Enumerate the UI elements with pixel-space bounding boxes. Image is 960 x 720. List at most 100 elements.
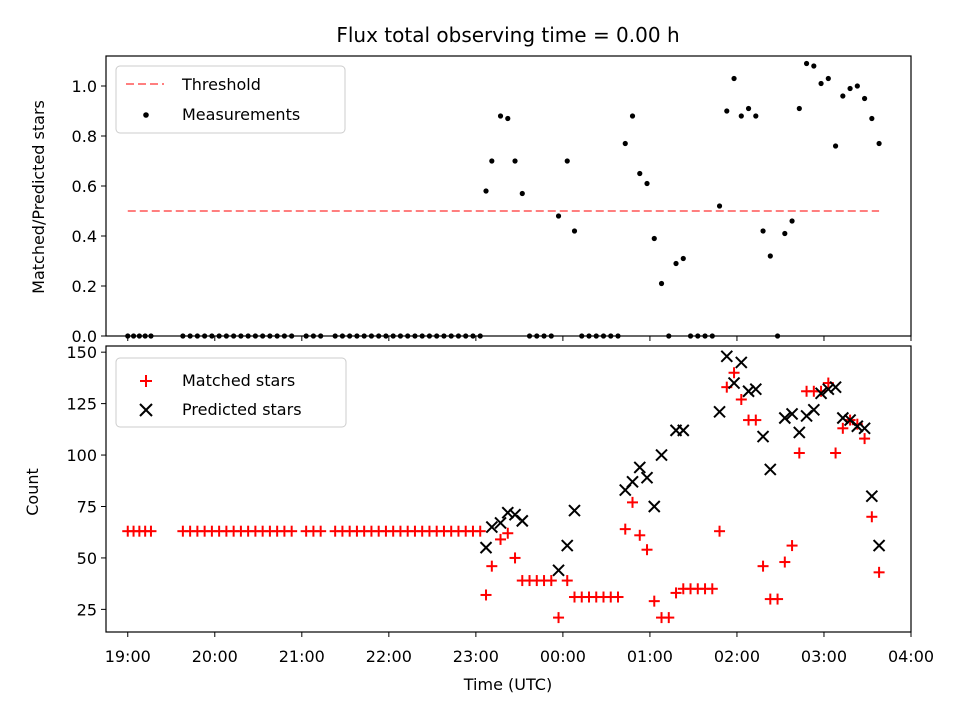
predicted-star-point [655, 448, 668, 462]
measurement-point [519, 190, 525, 197]
matched-star-point [757, 560, 769, 572]
x-axis-label: Time (UTC) [463, 675, 552, 694]
bottom-plot-area: 19:00 20:00 21:00 22:00 23:00 00:00 01:00 02:00… [66, 343, 934, 666]
predicted-star-point [720, 350, 733, 363]
x-tick-label: 23:00 [453, 647, 499, 666]
measurement-point [738, 113, 744, 119]
predicted-star-point [677, 424, 690, 437]
matched-star-point [706, 583, 718, 595]
predicted-star-point [713, 405, 726, 419]
top-panel: Flux total observing time = 0.00 h Match… [29, 23, 912, 346]
matched-star-point [793, 447, 805, 459]
bottom-y-tick-label: 50 [77, 549, 97, 568]
predicted-star-point [501, 506, 514, 519]
legend-matched-swatch [140, 375, 152, 387]
bottom-axes-frame [105, 345, 912, 633]
predicted-star-point [727, 376, 741, 390]
measurement-point [832, 143, 839, 149]
predicted-star-point [640, 471, 654, 484]
matched-star-point [837, 422, 849, 434]
predicted-star-point [764, 463, 777, 476]
measurement-point [680, 255, 686, 262]
matched-star-point [480, 589, 492, 601]
top-legend: Threshold Measurements [115, 65, 346, 134]
legend-matched-label: Matched stars [182, 371, 295, 390]
measurement-point [869, 115, 875, 122]
predicted-star-point [778, 411, 792, 425]
predicted-star-point [793, 426, 806, 439]
predicted-star-point [807, 403, 821, 416]
top-y-tick-label: 0.8 [72, 127, 97, 146]
measurement-point [651, 235, 657, 242]
legend-predicted-swatch [139, 403, 153, 417]
measurement-point [564, 158, 570, 164]
x-tick-label: 04:00 [888, 647, 934, 666]
predicted-star-point [836, 411, 850, 425]
measurement-point [622, 140, 628, 147]
matched-star-point [648, 595, 660, 607]
top-y-tick-label: 0.4 [72, 227, 97, 246]
predicted-star-point [858, 422, 871, 435]
x-tick-label: 21:00 [279, 647, 325, 666]
measurement-point [489, 158, 495, 164]
matched-star-point [735, 393, 747, 405]
x-tick-label: 22:00 [366, 647, 412, 666]
chart-title: Flux total observing time = 0.00 h [336, 23, 679, 47]
x-tick-label: 02:00 [714, 647, 760, 666]
predicted-star-point [749, 383, 763, 396]
matched-star-point [670, 587, 682, 599]
bottom-y-tick-label: 25 [77, 600, 97, 619]
x-tick-label: 00:00 [540, 647, 586, 666]
predicted-star-point [633, 461, 646, 474]
top-legend-box [115, 65, 346, 134]
matched-star-point [750, 414, 762, 426]
measurement-point [861, 95, 868, 102]
matched-star-point [634, 529, 646, 541]
measurement-point [745, 105, 752, 112]
matched-star-point [286, 525, 298, 537]
legend-predicted-label: Predicted stars [182, 400, 302, 419]
top-y-tick-label: 1.0 [72, 77, 97, 96]
bottom-panel: Count Time (UTC) 19:00 20:00 21:00 22:00 23:… [23, 343, 934, 694]
matched-star-point [728, 367, 740, 379]
matched-star-point [553, 612, 565, 624]
matched-star-point [509, 552, 521, 564]
matched-star-point [474, 525, 486, 537]
measurement-point [803, 60, 810, 67]
predicted-star-point [822, 383, 835, 396]
measurement-point [847, 85, 853, 92]
top-y-tick-label: 0.2 [72, 277, 97, 296]
predicted-star-point [742, 385, 755, 398]
bottom-y-tick-label: 100 [66, 446, 97, 465]
measurement-point [724, 108, 730, 114]
legend-measurements-label: Measurements [182, 105, 300, 124]
matched-star-point [815, 385, 827, 397]
matched-star-point [145, 525, 157, 537]
top-y-axis-label: Matched/Predicted stars [29, 100, 48, 294]
matched-star-point [619, 523, 631, 535]
measurement-point [796, 105, 802, 112]
x-tick-label: 01:00 [627, 647, 673, 666]
measurement-point [644, 180, 650, 187]
matched-star-point [561, 575, 573, 587]
measurement-point [789, 218, 795, 224]
matched-star-point [641, 544, 653, 556]
measurement-point [876, 140, 882, 147]
predicted-star-point [872, 539, 886, 552]
measurement-point [811, 63, 817, 69]
measurement-point [629, 113, 636, 119]
bottom-y-tick-label: 75 [77, 497, 97, 516]
top-y-tick-label: 0.0 [72, 327, 97, 346]
measurement-point [753, 113, 759, 119]
matched-star-point [779, 556, 791, 568]
matched-star-point [627, 496, 639, 508]
measurement-point [818, 80, 824, 87]
bottom-y-tick-label: 125 [66, 395, 97, 414]
matched-star-point [830, 447, 842, 459]
measurement-point [716, 203, 723, 209]
bottom-legend-box [115, 357, 347, 428]
measurement-point [767, 253, 773, 259]
measurement-point [782, 230, 788, 237]
predicted-star-point [568, 504, 581, 517]
